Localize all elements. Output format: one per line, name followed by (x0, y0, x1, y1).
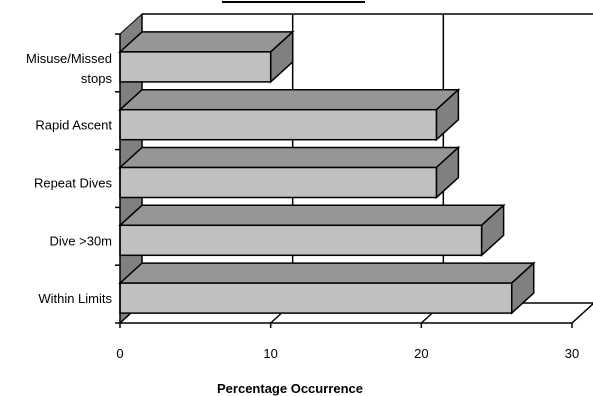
category-label-line: stops (81, 71, 113, 86)
category-label: Repeat Dives (34, 176, 113, 191)
category-labels: Misuse/Missed stops Rapid Ascent Repeat Div… (26, 51, 112, 306)
chart-axes (115, 33, 573, 328)
bar (118, 88, 461, 142)
bar (118, 203, 506, 257)
bar-front-face (119, 51, 272, 83)
bar-front-face (119, 166, 438, 199)
category-label-line: Misuse/Missed (26, 51, 112, 66)
bar-front-face (119, 108, 438, 141)
x-axis-title: Percentage Occurrence (217, 381, 363, 396)
category-label: Within Limits (38, 291, 112, 306)
x-tick-label: 0 (116, 346, 123, 361)
category-label: Dive >30m (50, 233, 113, 248)
x-tick-label: 30 (565, 346, 579, 361)
x-tick-label: 10 (263, 346, 277, 361)
x-tick-labels: 0 10 20 30 (116, 346, 579, 361)
bar-top-face (118, 146, 461, 169)
bar-top-face (118, 204, 506, 227)
chart-bars (118, 30, 536, 315)
bar (118, 261, 536, 315)
category-label-line: Repeat Dives (34, 176, 113, 191)
bar-top-face (118, 262, 536, 284)
gridline-floor (571, 302, 593, 324)
category-label: Rapid Ascent (35, 118, 112, 133)
bar-top-face (118, 31, 295, 53)
category-label-line: Rapid Ascent (35, 118, 112, 133)
category-label-line: Within Limits (38, 291, 112, 306)
category-label: Misuse/Missed stops (26, 51, 112, 86)
bar-front-face (119, 224, 483, 257)
bar (118, 145, 461, 200)
bar-top-face (118, 88, 461, 111)
x-tick-label: 20 (414, 346, 428, 361)
category-label-line: Dive >30m (50, 233, 113, 248)
bar-front-face (119, 282, 513, 314)
bar (118, 30, 295, 84)
